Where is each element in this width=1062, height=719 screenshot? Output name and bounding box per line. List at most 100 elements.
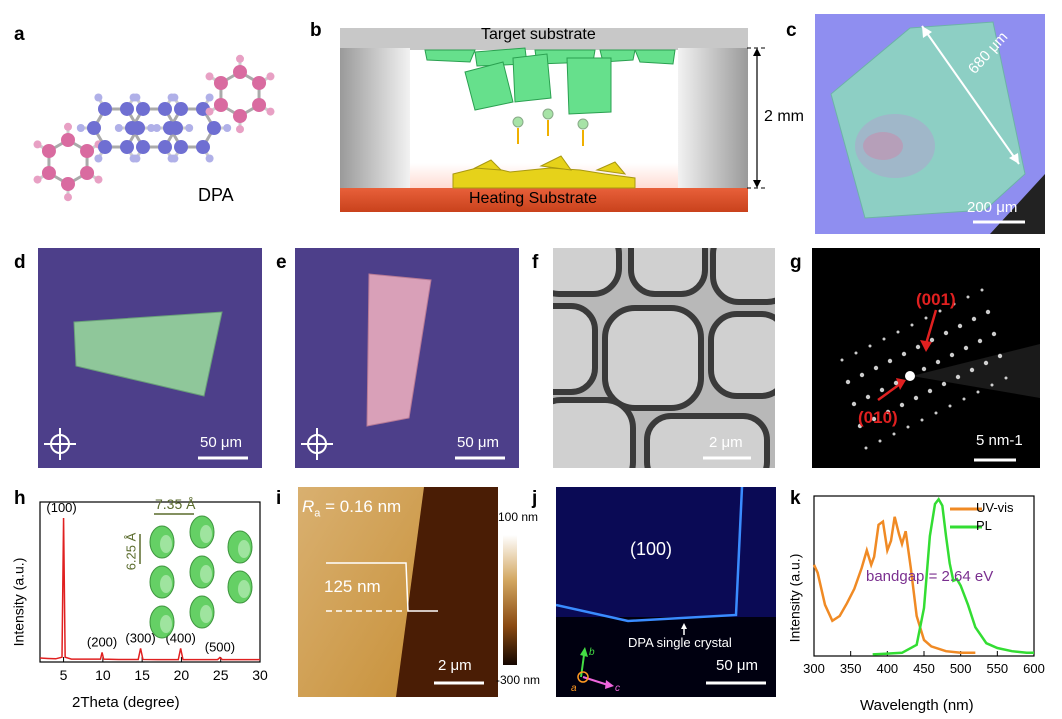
molecule-atom [136, 101, 150, 116]
molecule-atom [158, 140, 172, 155]
diffraction-spot [865, 394, 871, 400]
molecule-atom [196, 140, 210, 155]
diffraction-spot [941, 381, 947, 387]
crystal-label: DPA single crystal [628, 635, 732, 650]
diffraction-spot [878, 439, 882, 443]
molecule-atom [114, 124, 123, 132]
molecule-atom [158, 101, 172, 116]
diffraction-spot [977, 338, 983, 344]
panel-label-d: d [14, 252, 26, 273]
molecule-atom [64, 193, 72, 202]
molecule-atom [94, 154, 103, 163]
diffraction-spot [976, 390, 980, 394]
growth-schematic: Target substrate Heating Substrate 2 mm [335, 28, 815, 213]
diffraction-spot [851, 401, 857, 407]
spec-tick-label: 350 [840, 661, 862, 676]
axis-a-label: a [571, 683, 577, 694]
molecule-atom [136, 140, 150, 155]
xrd-tick-label: 25 [213, 667, 229, 683]
diffraction-spot [985, 309, 991, 315]
diffraction-spot [949, 352, 955, 358]
lattice-b-label: 6.25 Å [123, 532, 139, 571]
packing-molecule-highlight [200, 525, 212, 543]
molecule-atom [33, 140, 42, 149]
panel-label-k: k [790, 488, 801, 509]
diffraction-spot [991, 331, 997, 337]
xrd-peak-label: (200) [87, 634, 117, 649]
xrd-tick-label: 10 [95, 667, 111, 683]
molecule-atom [120, 140, 134, 155]
panel-label-j: j [532, 488, 538, 509]
molecule-atom [213, 98, 228, 112]
diffraction-spot [924, 316, 928, 320]
uvvis-pl-chart: 300 350 400 450 500 550 600 Wavelength (nm) In… [790, 490, 1052, 716]
diffraction-spot [955, 374, 961, 380]
diffraction-spot [873, 365, 879, 371]
molecule-atom [41, 166, 56, 180]
molecule-atom [170, 93, 179, 102]
diffraction-spot [927, 388, 933, 394]
molecule-atom [80, 144, 95, 158]
panel-label-f: f [532, 252, 539, 273]
legend-uvvis: UV-vis [976, 500, 1014, 515]
molecule-atom [41, 144, 56, 158]
diffraction-spot [896, 330, 900, 334]
spec-xlabel: Wavelength (nm) [860, 697, 974, 714]
diffraction-spot [943, 330, 949, 336]
molecule-atom [266, 107, 275, 116]
saed-pattern: (001) (010) 5 nm-1 [812, 248, 1040, 468]
scale-bar-e: 50 μm [457, 434, 499, 451]
uvvis-line [812, 516, 976, 655]
xrd-peak-label: (500) [205, 640, 235, 655]
gap-label: 2 mm [764, 108, 804, 125]
xrd-peak-label: (300) [125, 630, 155, 645]
diffraction-spot [868, 344, 872, 348]
diffraction-spot [871, 416, 877, 422]
molecule-atom [152, 124, 161, 132]
optical-image-large-crystal: 680 μm 200 μm [815, 14, 1045, 234]
pl-line [872, 496, 1034, 656]
molecule-atom [207, 121, 221, 135]
diffraction-spot [857, 423, 863, 429]
saed-label-001: (001) [916, 290, 956, 309]
diffraction-spot [963, 345, 969, 351]
molecule-atom [205, 154, 214, 163]
diffraction-spot [845, 379, 851, 385]
panel-label-h: h [14, 488, 26, 509]
diffraction-spot [913, 395, 919, 401]
molecule-atom [76, 124, 85, 132]
spec-tick-label: 300 [803, 661, 825, 676]
step-height-label: 125 nm [324, 577, 381, 596]
target-substrate-label: Target substrate [481, 28, 596, 43]
scale-bar-i: 2 μm [438, 657, 472, 674]
diffraction-spot [906, 425, 910, 429]
xrd-tick-label: 30 [252, 667, 268, 683]
legend-pl: PL [976, 518, 992, 533]
panel-label-a: a [14, 24, 25, 45]
diffraction-spot [915, 344, 921, 350]
diffraction-spot [1004, 376, 1008, 380]
diffraction-spot [962, 397, 966, 401]
molecule-atom [80, 166, 95, 180]
panel-label-e: e [276, 252, 287, 273]
molecule-atom [233, 109, 247, 123]
diffraction-spot [948, 404, 952, 408]
bandgap-annotation: bandgap = 2.64 eV [866, 568, 994, 585]
panel-label-g: g [790, 252, 802, 273]
diffraction-spot [997, 353, 1003, 359]
fluorescence-image: (100) DPA single crystal b a c 50 μm [556, 487, 776, 697]
molecule-atom [98, 101, 112, 116]
packing-molecule-highlight [200, 605, 212, 623]
xrd-chart: 5 10 15 20 25 30 (100) (200) (300) (400) (500) 2Th… [12, 492, 272, 714]
roughness-label: Ra = 0.16 nm [302, 497, 402, 520]
scale-bar-g: 5 nm-1 [976, 432, 1023, 449]
optical-image-green-crystal: 50 μm [38, 248, 262, 468]
diffraction-spot [929, 337, 935, 343]
tem-image: 2 μm [553, 248, 775, 468]
molecule-atom [236, 125, 244, 134]
saed-label-010: (010) [858, 408, 898, 427]
diffraction-spot [893, 380, 899, 386]
spec-tick-label: 550 [986, 661, 1008, 676]
molecule-atom [94, 93, 103, 102]
diffraction-spot [854, 351, 858, 355]
